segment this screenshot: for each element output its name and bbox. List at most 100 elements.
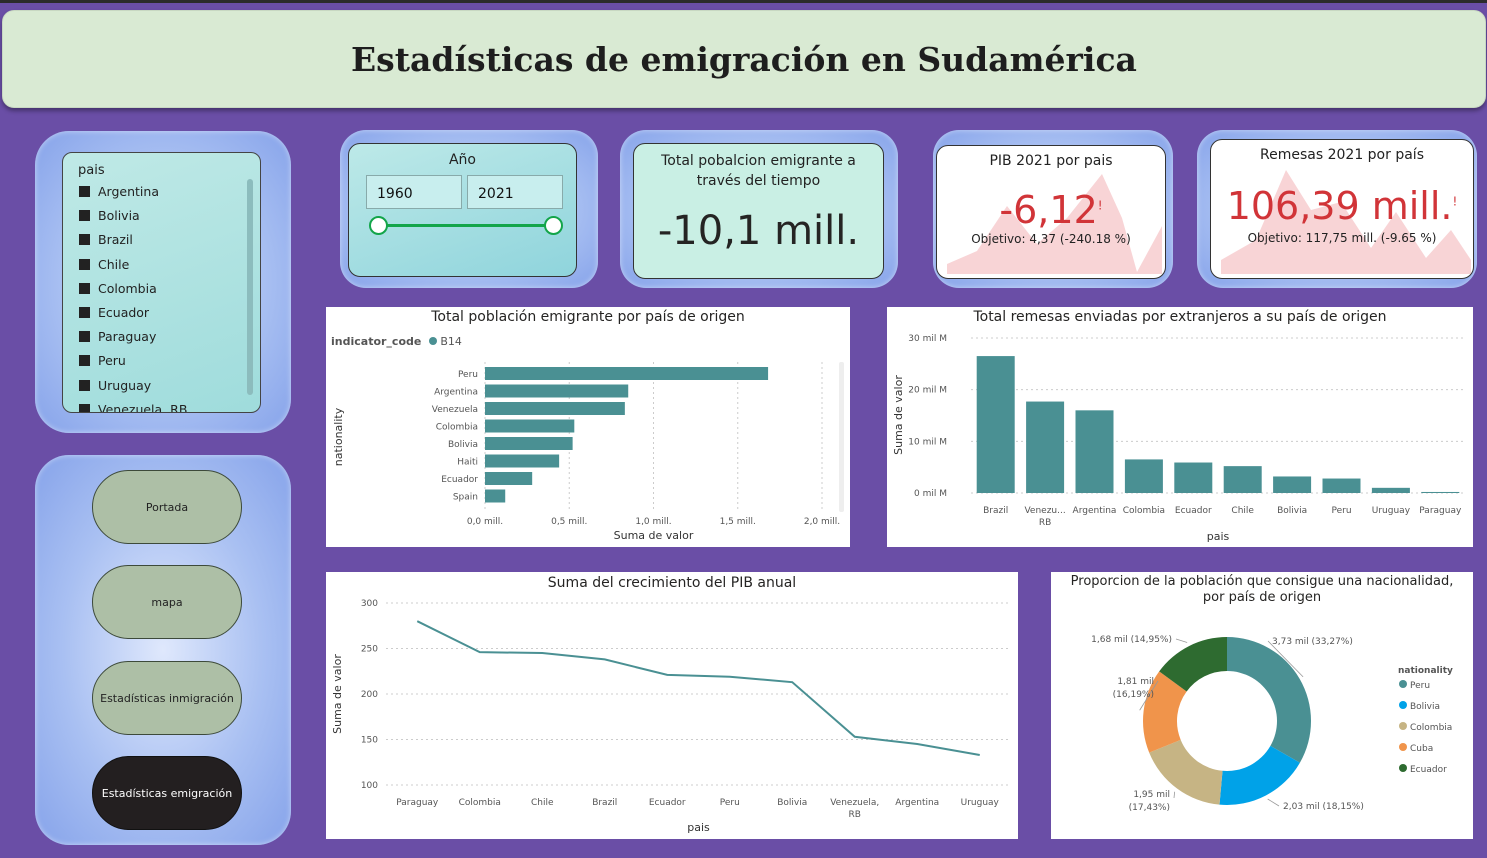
chart2-y-tick-label: 20 mil M bbox=[908, 386, 947, 396]
chart3-y-tick-label: 150 bbox=[361, 736, 378, 746]
chart2-x-tick-label: Paraguay bbox=[1419, 506, 1462, 516]
chart3-y-tick-label: 100 bbox=[361, 781, 378, 791]
kpi-remesas-number: 106,39 mill. bbox=[1226, 184, 1453, 228]
kpi-remesas-goal: Objetivo: 117,75 mill. (-9.65 %) bbox=[1247, 231, 1437, 245]
checkbox-icon[interactable] bbox=[79, 403, 90, 412]
remittances-panel: Total remesas enviadas por extranjeros a… bbox=[887, 307, 1473, 547]
slicer-item[interactable]: Peru bbox=[79, 353, 126, 368]
checkbox-icon[interactable] bbox=[79, 307, 90, 318]
kpi-total-title: Total pobalcion emigrante a través del t… bbox=[661, 153, 856, 189]
checkbox-icon[interactable] bbox=[79, 186, 90, 197]
checkbox-icon[interactable] bbox=[79, 282, 90, 294]
slicer-item-label: Colombia bbox=[98, 280, 157, 296]
chart2-bar bbox=[1371, 487, 1410, 493]
slicer-item-label: Venezuela, RB bbox=[98, 401, 188, 413]
slicer-scrollbar[interactable] bbox=[247, 179, 253, 395]
inmigracion-button[interactable]: Estadísticas inmigración bbox=[92, 661, 242, 735]
chart4-legend-title: nationality bbox=[1398, 666, 1453, 676]
year-from-handle[interactable] bbox=[369, 216, 388, 235]
chart1-x-tick-label: 2,0 mill. bbox=[804, 517, 840, 527]
checkbox-icon[interactable] bbox=[79, 258, 90, 270]
chart4-legend-label: Ecuador bbox=[1410, 765, 1447, 775]
kpi-pib-title: PIB 2021 por pais bbox=[989, 153, 1113, 169]
slicer-item[interactable]: Brazil bbox=[79, 232, 133, 247]
chart3-x-tick-label: Brazil bbox=[592, 798, 617, 808]
chart3-x-tick-label: Ecuador bbox=[649, 798, 686, 808]
chart2-x-tick-label: Bolivia bbox=[1277, 506, 1307, 516]
emigracion-button[interactable]: Estadísticas emigración bbox=[92, 756, 242, 830]
kpi-pib-goal: Objetivo: 4,37 (-240.18 %) bbox=[971, 232, 1131, 246]
chart1-svg: 0,0 mill. 0,5 mill. 1,0 mill. 1,5 mill. 2,0 … bbox=[332, 362, 844, 542]
header-banner: Estadísticas de emigración en Sudamérica bbox=[2, 10, 1486, 108]
year-slicer-title: Año bbox=[448, 152, 476, 168]
slicer-item-label: Paraguay bbox=[98, 329, 157, 345]
chart4-slice bbox=[1159, 637, 1227, 692]
chart1-y-tick-label: Venezuela bbox=[432, 405, 478, 415]
slicer-item[interactable]: Uruguay bbox=[79, 378, 151, 393]
slicer-item-label: Peru bbox=[98, 353, 126, 369]
chart1-legend-title: indicator_code bbox=[331, 335, 422, 348]
portada-button[interactable]: Portada bbox=[92, 470, 242, 544]
year-slicer: Año 1960 2021 bbox=[348, 143, 577, 277]
checkbox-icon[interactable] bbox=[79, 355, 90, 367]
chart4-legend-swatch bbox=[1399, 743, 1407, 751]
chart1-bar bbox=[485, 419, 575, 433]
chart2-x-tick-label: Ecuador bbox=[1175, 506, 1212, 516]
chart1-x-tick-label: 1,5 mill. bbox=[720, 517, 756, 527]
slicer-item[interactable]: Bolivia bbox=[79, 208, 140, 223]
chart4-legend-label: Bolivia bbox=[1410, 702, 1440, 712]
checkbox-icon[interactable] bbox=[79, 331, 90, 343]
mapa-button[interactable]: mapa bbox=[92, 565, 242, 639]
checkbox-icon[interactable] bbox=[79, 379, 90, 391]
slicer-title: pais bbox=[78, 163, 105, 178]
gdp-growth-panel: Suma del crecimiento del PIB anual 100 15… bbox=[326, 572, 1018, 839]
slicer-item[interactable]: Colombia bbox=[79, 281, 157, 296]
top-border bbox=[0, 0, 1487, 3]
slicer-item[interactable]: Argentina bbox=[79, 184, 159, 199]
chart4-svg: 3,73 mil (33,27%) 2,03 mil (18,15%) 1,95 m… bbox=[1091, 635, 1453, 813]
kpi-pib-card: PIB 2021 por pais -6,12! Objetivo: 4,37 … bbox=[936, 145, 1166, 279]
chart1-bar bbox=[485, 472, 533, 485]
slicer-item[interactable]: Ecuador bbox=[79, 305, 149, 320]
year-to-handle[interactable] bbox=[544, 216, 563, 235]
chart2-bar bbox=[1075, 410, 1114, 493]
chart4-leader-line bbox=[1175, 638, 1188, 643]
chart3-line bbox=[416, 620, 980, 756]
slicer-item-label: Bolivia bbox=[98, 208, 140, 224]
kpi-pib-value: -6,12! bbox=[937, 188, 1165, 232]
chart3-y-tick-label: 200 bbox=[361, 690, 378, 700]
chart1-legend-item: B14 bbox=[440, 335, 462, 348]
chart4-data-label: 2,03 mil (18,15%) bbox=[1283, 802, 1364, 812]
chart4-legend-swatch bbox=[1399, 722, 1407, 730]
kpi-pib-number: -6,12 bbox=[999, 188, 1098, 232]
year-to-input[interactable]: 2021 bbox=[467, 175, 563, 209]
chart2-bar bbox=[1174, 462, 1213, 493]
nationality-panel: Proporcion de la población que consigue … bbox=[1051, 572, 1473, 839]
chart1-bar bbox=[485, 454, 560, 468]
year-from-input[interactable]: 1960 bbox=[366, 175, 462, 209]
slicer-item[interactable]: Chile bbox=[79, 257, 129, 272]
chart4-data-label: 1,95 mil (17,43%) bbox=[1129, 790, 1170, 813]
chart2-x-tick-label: Brazil bbox=[983, 506, 1008, 516]
chart1-x-axis-title: Suma de valor bbox=[614, 529, 694, 542]
slicer-item[interactable]: Paraguay bbox=[79, 329, 156, 344]
chart4-data-label: 1,68 mil (14,95%) bbox=[1091, 635, 1172, 645]
chart1-y-tick-label: Spain bbox=[453, 493, 478, 503]
slicer-item[interactable]: Venezuela, RB bbox=[79, 401, 188, 413]
chart2-bar bbox=[1421, 491, 1460, 493]
chart1-x-tick-label: 1,0 mill. bbox=[635, 517, 671, 527]
chart2-x-tick-label: Argentina bbox=[1073, 506, 1117, 516]
emigrant-population-panel: Total población emigrante por país de or… bbox=[326, 307, 850, 547]
checkbox-icon[interactable] bbox=[79, 234, 90, 246]
chart1-legend: indicator_code B14 bbox=[331, 335, 462, 348]
chart1-y-tick-label: Argentina bbox=[434, 388, 478, 398]
chart2-y-tick-label: 30 mil M bbox=[908, 334, 947, 344]
chart4-legend-swatch bbox=[1399, 764, 1407, 772]
chart4-legend-label: Peru bbox=[1410, 681, 1430, 691]
checkbox-icon[interactable] bbox=[79, 210, 90, 222]
chart3-x-axis-title: pais bbox=[687, 821, 710, 834]
slicer-item-label: Chile bbox=[98, 256, 130, 272]
chart1-bar bbox=[485, 489, 506, 503]
chart1-y-tick-label: Ecuador bbox=[441, 475, 478, 485]
chart3-y-axis-title: Suma de valor bbox=[331, 654, 344, 734]
